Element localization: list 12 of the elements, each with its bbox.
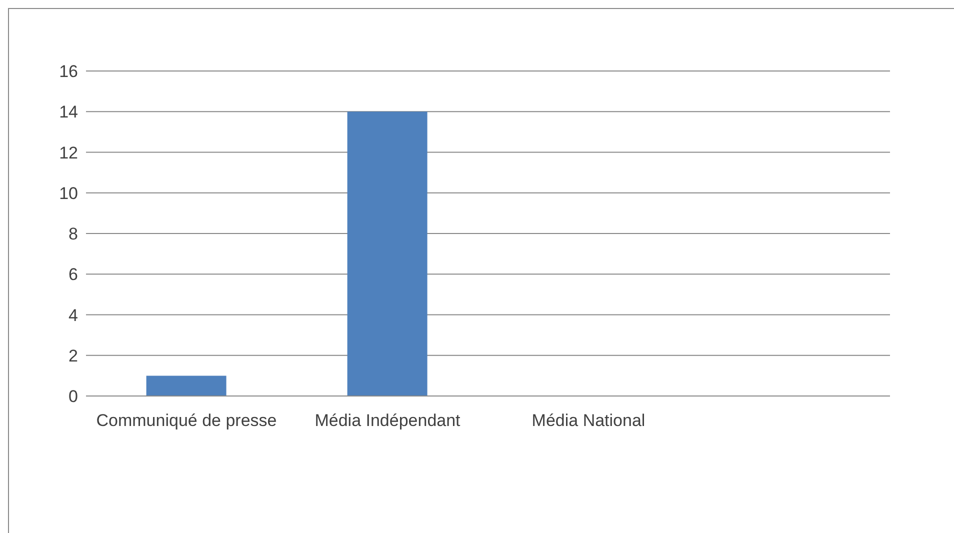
y-tick-label: 12 [59, 143, 78, 162]
y-tick-label: 6 [68, 265, 78, 284]
y-tick-label: 0 [68, 387, 78, 406]
x-tick-label: Média Indépendant [314, 411, 461, 430]
y-tick-label: 16 [59, 62, 78, 82]
y-tick-label: 10 [59, 184, 78, 203]
y-tick-label: 4 [68, 306, 78, 325]
x-tick-label: Communiqué de presse [96, 411, 277, 430]
y-tick-label: 2 [68, 346, 78, 366]
y-tick-label: 8 [68, 224, 78, 244]
y-tick-label: 14 [59, 102, 78, 122]
x-tick-label: Média National [532, 411, 646, 430]
